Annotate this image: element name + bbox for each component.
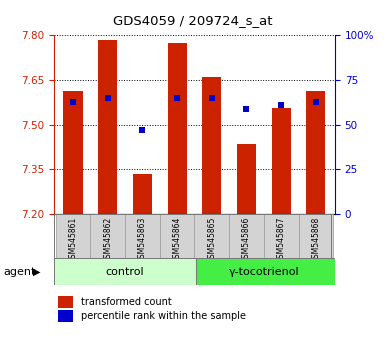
Point	[313, 99, 319, 104]
Point	[139, 127, 146, 133]
Point	[174, 95, 180, 101]
Bar	[125, 214, 160, 258]
Point	[70, 99, 76, 104]
Text: GSM545863: GSM545863	[138, 216, 147, 263]
Bar	[272, 108, 291, 214]
Bar	[264, 214, 298, 258]
Bar	[54, 258, 196, 285]
Text: transformed count: transformed count	[81, 297, 172, 307]
Point	[243, 106, 249, 112]
Bar	[133, 174, 152, 214]
Text: GSM545864: GSM545864	[172, 216, 182, 263]
Bar	[167, 43, 187, 214]
Text: GSM545868: GSM545868	[311, 216, 320, 263]
Point	[209, 95, 215, 101]
Bar	[306, 91, 325, 214]
Text: γ-tocotrienol: γ-tocotrienol	[229, 267, 299, 277]
Bar	[90, 214, 125, 258]
Bar	[98, 40, 117, 214]
Point	[278, 102, 284, 108]
Bar	[229, 214, 264, 258]
Bar	[194, 214, 229, 258]
Bar	[64, 91, 82, 214]
Text: agent: agent	[4, 267, 36, 277]
Text: GSM545866: GSM545866	[242, 216, 251, 263]
Bar	[196, 258, 335, 285]
Text: GSM545861: GSM545861	[69, 216, 77, 263]
Text: control: control	[106, 267, 144, 277]
Text: GDS4059 / 209724_s_at: GDS4059 / 209724_s_at	[113, 14, 272, 27]
Text: GSM545862: GSM545862	[103, 216, 112, 263]
Bar	[237, 144, 256, 214]
Bar	[56, 214, 90, 258]
Text: GSM545865: GSM545865	[207, 216, 216, 263]
Point	[105, 95, 111, 101]
Bar	[202, 77, 221, 214]
Text: GSM545867: GSM545867	[277, 216, 286, 263]
Bar	[160, 214, 194, 258]
Bar	[298, 214, 333, 258]
Text: ▶: ▶	[33, 267, 40, 277]
Text: percentile rank within the sample: percentile rank within the sample	[81, 311, 246, 321]
